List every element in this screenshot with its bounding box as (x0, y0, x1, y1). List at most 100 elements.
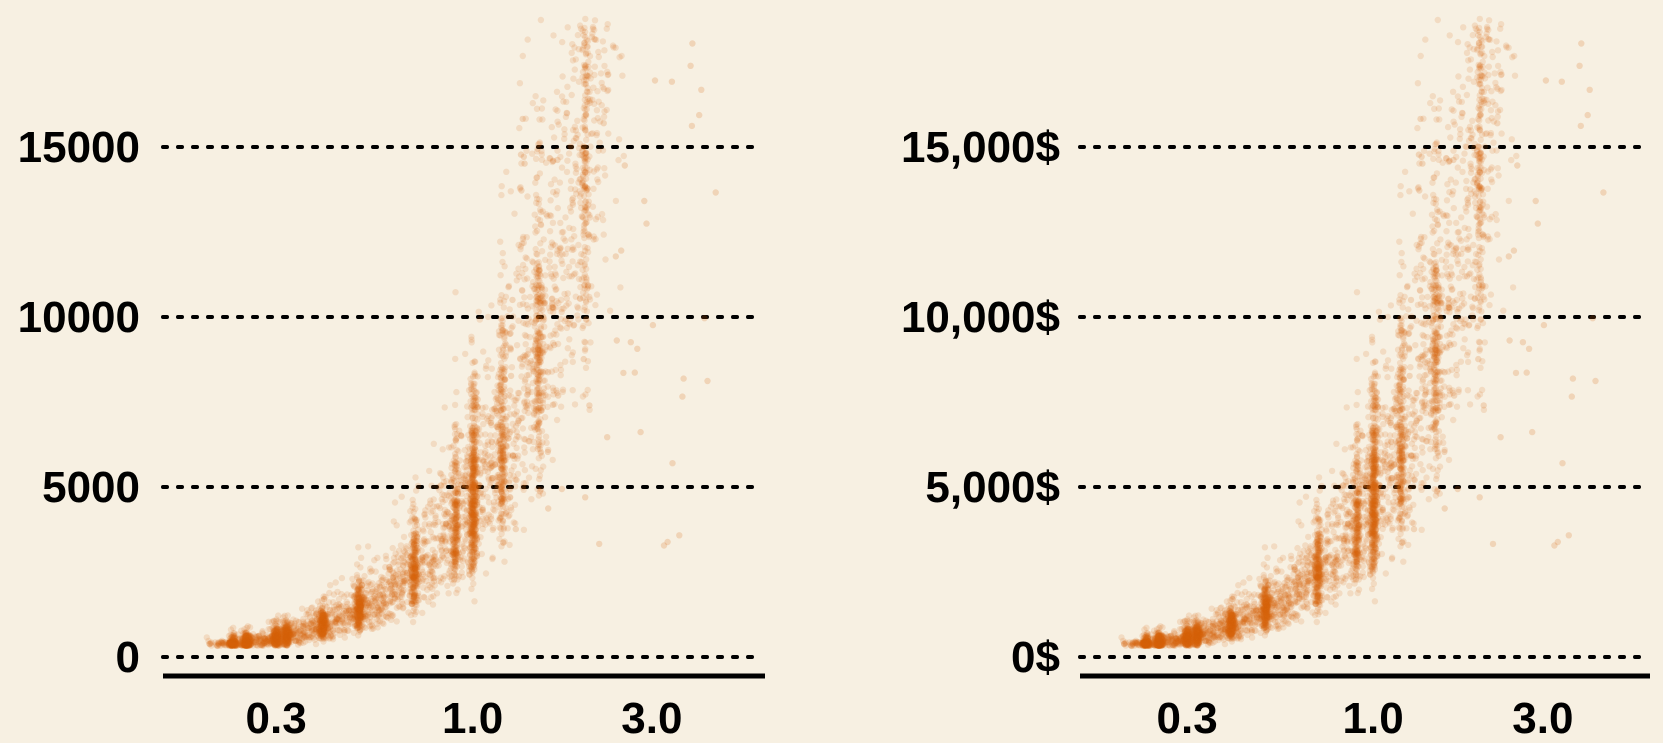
data-point (421, 541, 428, 548)
data-point (537, 416, 544, 423)
data-point (273, 628, 280, 635)
data-point (538, 333, 545, 340)
data-point (498, 368, 505, 376)
data-point (458, 481, 465, 488)
data-point (572, 163, 579, 170)
data-point (232, 639, 240, 646)
data-point (537, 401, 544, 409)
data-point (241, 642, 248, 649)
data-point (523, 147, 530, 154)
data-point (550, 32, 557, 39)
data-point (505, 404, 512, 412)
data-point (456, 499, 463, 507)
data-point (300, 633, 307, 640)
data-point (471, 472, 478, 480)
data-point (356, 582, 363, 590)
data-point (533, 227, 541, 234)
data-point (466, 449, 473, 457)
data-point (245, 637, 253, 644)
data-point (419, 571, 426, 578)
data-point (506, 471, 513, 479)
data-point (441, 404, 448, 411)
data-point (511, 501, 519, 508)
data-point (452, 473, 460, 480)
data-point (593, 36, 600, 43)
data-point (470, 400, 478, 408)
data-point (461, 446, 468, 454)
data-point (303, 611, 310, 618)
data-point (561, 126, 568, 133)
data-point (429, 546, 436, 554)
data-point (536, 472, 544, 479)
data-point (538, 105, 546, 112)
data-point (593, 129, 601, 137)
data-point (241, 641, 249, 649)
data-point (320, 616, 328, 624)
data-point (569, 387, 576, 394)
data-point (287, 632, 295, 639)
data-point (582, 494, 589, 501)
data-point (442, 511, 450, 518)
data-point (316, 630, 323, 637)
data-point (664, 538, 671, 546)
data-point (508, 393, 515, 400)
data-point (277, 631, 284, 638)
data-point (405, 609, 412, 616)
data-point (228, 642, 235, 649)
data-point (464, 403, 471, 410)
data-point (584, 244, 591, 252)
data-point (443, 522, 450, 529)
data-point (542, 159, 550, 166)
data-point (245, 640, 252, 648)
data-point (371, 606, 379, 614)
data-point (583, 112, 590, 119)
data-point (345, 606, 353, 613)
data-point (604, 87, 611, 95)
data-point (503, 433, 510, 440)
data-point (548, 123, 555, 131)
data-point (472, 460, 479, 468)
data-point (554, 204, 561, 212)
data-point (558, 257, 565, 264)
data-point (487, 460, 495, 467)
data-point (569, 244, 576, 251)
data-point (570, 321, 578, 328)
data-point (515, 317, 522, 324)
data-point (562, 237, 569, 244)
data-point (429, 533, 436, 541)
data-point (516, 124, 523, 132)
data-point (483, 516, 491, 523)
data-point (581, 143, 589, 151)
data-point (582, 72, 590, 79)
data-point (496, 437, 503, 445)
data-point (413, 542, 420, 549)
data-point (238, 640, 245, 648)
data-point (517, 246, 524, 253)
data-point (631, 369, 638, 376)
data-point (558, 229, 566, 236)
data-point (471, 451, 478, 458)
data-point (359, 612, 366, 619)
data-point (319, 610, 326, 618)
data-point (284, 639, 292, 647)
data-point (565, 320, 572, 327)
data-point (468, 381, 475, 389)
data-point (519, 269, 526, 277)
data-point (399, 552, 406, 560)
data-point (237, 640, 245, 647)
data-point (604, 434, 611, 441)
data-point (600, 231, 607, 238)
data-point (506, 330, 513, 338)
data-point (233, 639, 240, 647)
data-point (573, 165, 580, 173)
data-point (583, 308, 591, 315)
data-point (581, 243, 588, 251)
data-point (574, 303, 581, 310)
data-point (521, 378, 529, 385)
data-point (229, 633, 236, 640)
data-point (539, 396, 547, 404)
data-point (539, 116, 546, 123)
data-point (612, 197, 620, 205)
data-point (643, 220, 650, 227)
data-point (461, 463, 468, 471)
